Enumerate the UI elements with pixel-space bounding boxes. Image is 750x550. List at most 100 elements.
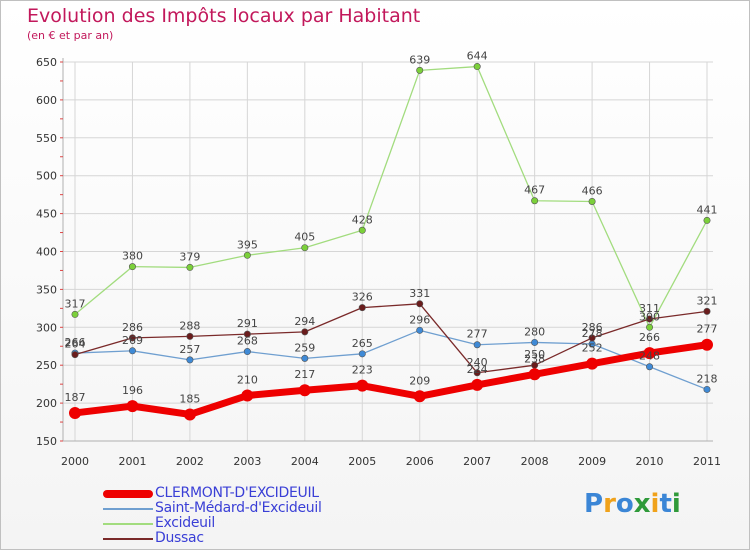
data-label-excideuil: 428 [352,213,373,226]
data-point-saint-medard [186,356,194,364]
data-label-saint-medard: 277 [467,328,488,341]
data-point-saint-medard [243,348,251,356]
data-point-dussac [703,307,711,315]
data-point-clermont [126,400,139,413]
data-point-clermont [528,368,541,381]
data-label-excideuil: 441 [697,203,718,216]
data-label-saint-medard: 280 [524,325,545,338]
legend-label-dussac: Dussac [155,530,204,546]
data-label-dussac: 321 [697,294,718,307]
data-point-saint-medard [301,354,309,362]
data-point-excideuil [71,310,79,318]
data-label-clermont: 277 [697,323,718,336]
y-tick-label: 300 [36,321,57,334]
data-label-clermont: 196 [122,384,143,397]
data-label-dussac: 288 [179,319,200,332]
y-tick-label: 550 [36,132,57,145]
x-tick-label: 2011 [693,455,721,468]
data-label-excideuil: 467 [524,184,545,197]
x-tick-label: 2008 [521,455,549,468]
data-label-saint-medard: 257 [179,343,200,356]
y-tick-label: 500 [36,170,57,183]
data-label-saint-medard: 269 [122,334,143,347]
legend: CLERMONT-D'EXCIDEUIL Saint-Médard-d'Exci… [101,485,401,546]
chart-title: Evolution des Impôts locaux par Habitant [27,5,421,27]
legend-swatch-dussac [103,538,153,540]
data-point-dussac [186,332,194,340]
data-label-saint-medard: 268 [237,335,258,348]
data-label-excideuil: 317 [65,297,86,310]
logo-letter: i [650,489,660,519]
legend-item-excideuil: Excideuil [101,515,401,531]
y-tick-label: 150 [36,435,57,448]
data-label-excideuil: 300 [639,310,660,323]
data-point-dussac [416,300,424,308]
y-tick-label: 650 [36,56,57,69]
data-point-clermont [413,390,426,403]
data-label-dussac: 250 [524,348,545,361]
x-tick-label: 2001 [118,455,146,468]
x-tick-label: 2004 [291,455,319,468]
chart-subtitle: (en € et par an) [27,29,114,42]
data-point-dussac [473,369,481,377]
data-label-clermont: 223 [352,364,373,377]
data-label-excideuil: 639 [409,53,430,66]
x-tick-label: 2010 [636,455,664,468]
data-point-clermont [183,408,196,421]
data-point-excideuil [531,197,539,205]
data-point-excideuil [186,263,194,271]
data-point-clermont [471,378,484,391]
data-label-excideuil: 395 [237,238,258,251]
data-label-saint-medard: 259 [294,341,315,354]
data-point-clermont [643,347,656,360]
data-point-excideuil [243,251,251,259]
series-line-dussac [74,303,708,374]
data-point-excideuil [473,63,481,71]
data-label-saint-medard: 248 [639,350,660,363]
data-point-clermont [69,406,81,419]
data-point-clermont [298,384,311,397]
data-label-clermont: 210 [237,374,258,387]
logo-letter: i [671,489,681,519]
data-point-saint-medard [128,347,136,355]
data-label-excideuil: 644 [467,50,488,63]
data-label-dussac: 294 [294,315,315,328]
data-label-saint-medard: 218 [697,372,718,385]
y-tick-label: 200 [36,397,57,410]
data-label-saint-medard: 266 [65,336,86,349]
data-point-excideuil [703,216,711,224]
data-point-saint-medard [646,363,654,371]
x-tick-label: 2002 [176,455,204,468]
data-label-dussac: 311 [639,302,660,315]
data-point-dussac [358,304,366,312]
y-tick-label: 400 [36,246,57,259]
legend-swatch-clermont [103,490,153,498]
legend-item-dussac: Dussac [101,530,401,546]
data-label-excideuil: 466 [582,184,603,197]
data-label-clermont: 185 [179,392,200,405]
data-label-saint-medard: 278 [582,327,603,340]
data-label-excideuil: 405 [294,231,315,244]
data-label-dussac: 240 [467,356,488,369]
logo-letter: r [603,489,616,519]
data-label-dussac: 286 [582,321,603,334]
proxiti-logo: Proxiti [584,489,681,519]
data-point-excideuil [301,244,309,252]
data-label-clermont: 252 [582,342,603,355]
data-point-clermont [241,389,254,402]
data-point-dussac [71,351,79,359]
data-point-clermont [356,379,369,392]
data-label-saint-medard: 296 [409,313,430,326]
data-point-saint-medard [416,326,424,334]
data-point-clermont [586,357,599,370]
series-layer [69,63,713,421]
data-label-dussac: 291 [237,317,258,330]
data-point-saint-medard [358,350,366,358]
series-line-excideuil [74,65,708,328]
x-tick-label: 2003 [233,455,261,468]
data-point-excideuil [646,323,654,331]
data-point-excideuil [588,197,596,205]
data-label-excideuil: 379 [179,250,200,263]
series-line-saint-medard [74,329,708,391]
